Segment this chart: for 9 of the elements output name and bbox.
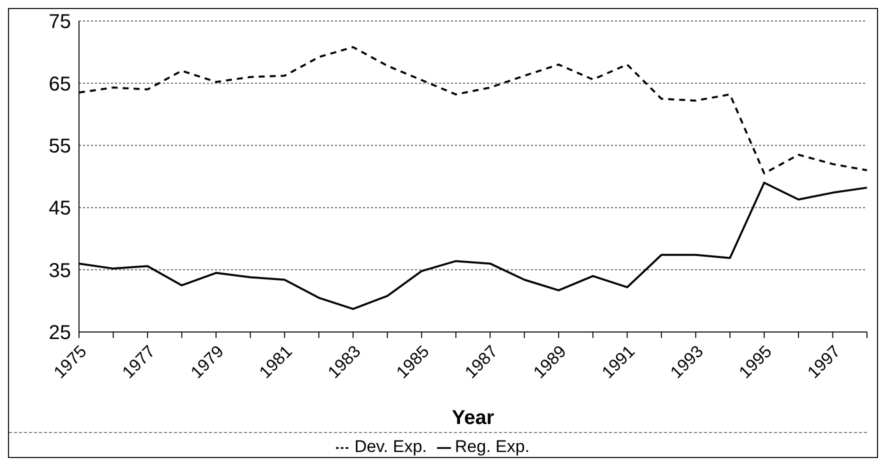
y-tick-label: 35	[48, 260, 71, 282]
y-tick-label: 45	[48, 198, 71, 220]
y-tick-label: 65	[48, 73, 71, 96]
legend-label: Dev. Exp.	[354, 437, 427, 456]
y-tick-label: 55	[48, 136, 71, 158]
x-axis-title: Year	[452, 407, 494, 429]
y-tick-label: 25	[48, 322, 71, 344]
legend-label: Reg. Exp.	[454, 437, 530, 456]
y-tick-label: 75	[48, 11, 71, 34]
